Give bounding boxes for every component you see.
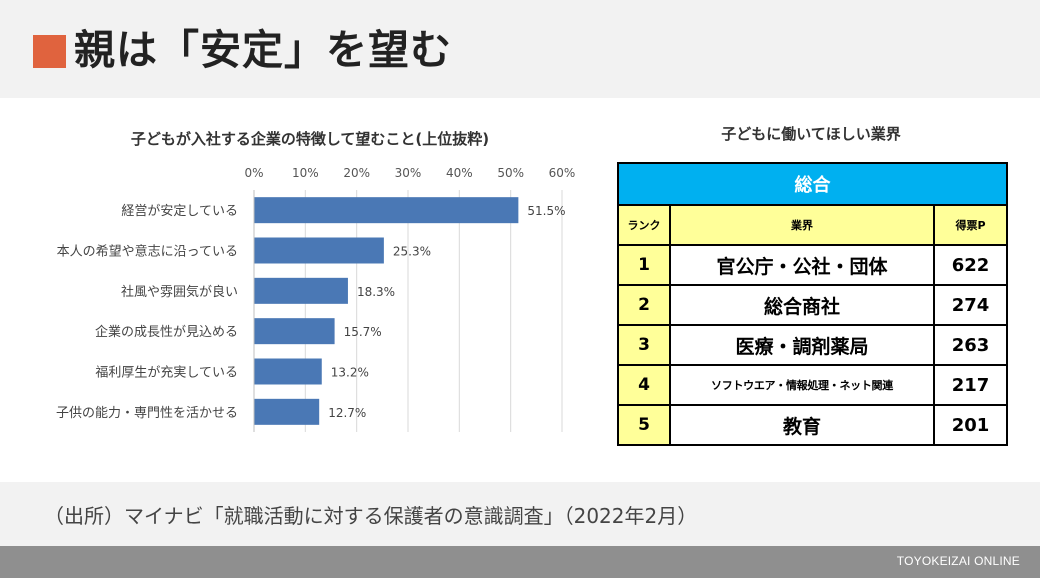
bar <box>254 277 348 304</box>
points-cell: 263 <box>932 324 1009 366</box>
ranking-table: 総合 ランク 業界 得票P 1 官公庁・公社・団体 622 2 総合商社 274… <box>616 162 1009 446</box>
industry-cell: 総合商社 <box>669 284 935 326</box>
category-label: 子供の能力・専門性を活かせる <box>56 406 238 421</box>
industry-cell: ソフトウエア・情報処理・ネット関連 <box>669 364 935 406</box>
bar <box>254 358 322 385</box>
table-row: 4 ソフトウエア・情報処理・ネット関連 217 <box>617 364 1009 406</box>
rank-cell: 4 <box>617 364 671 406</box>
title-accent-square <box>33 35 66 68</box>
points-cell: 217 <box>932 364 1009 406</box>
data-label: 51.5% <box>527 204 565 218</box>
rank-cell: 5 <box>617 404 671 446</box>
tick-label: 30% <box>395 166 422 180</box>
bar <box>254 197 519 224</box>
category-label: 福利厚生が充実している <box>95 365 238 381</box>
table-banner-row: 総合 <box>616 162 1009 206</box>
table-title: 子どもに働いてほしい業界 <box>721 125 901 143</box>
bar-chart: 0% 10% 20% 30% 40% 50% 60% 経営が安定している 51.5% 本人の希望や… <box>56 166 576 432</box>
source-note: （出所）マイナビ「就職活動に対する保護者の意識調査」（2022年2月） <box>44 504 698 528</box>
table-header-row: ランク 業界 得票P <box>617 204 1009 246</box>
header-industry: 業界 <box>669 204 935 246</box>
bar <box>254 398 320 425</box>
brand-label: TOYOKEIZAI ONLINE <box>896 554 1020 568</box>
bottom-bar: TOYOKEIZAI ONLINE <box>0 546 1040 578</box>
data-label: 13.2% <box>331 366 369 380</box>
header-rank: ランク <box>617 204 671 246</box>
category-label: 経営が安定している <box>121 204 238 219</box>
industry-cell: 教育 <box>669 404 935 446</box>
table-row: 2 総合商社 274 <box>617 284 1009 326</box>
chart-title: 子どもが入社する企業の特徴して望むこと(上位抜粋) <box>130 130 490 148</box>
table-banner: 総合 <box>616 162 1009 206</box>
rank-cell: 3 <box>617 324 671 366</box>
data-label: 12.7% <box>328 406 366 420</box>
points-cell: 274 <box>932 284 1009 326</box>
tick-label: 20% <box>343 166 370 180</box>
header-points: 得票P <box>932 204 1009 246</box>
bar <box>254 237 384 264</box>
table-row: 5 教育 201 <box>617 404 1009 446</box>
industry-cell: 官公庁・公社・団体 <box>669 244 935 286</box>
footer: （出所）マイナビ「就職活動に対する保護者の意識調査」（2022年2月） <box>0 482 1040 546</box>
tick-label: 50% <box>497 166 524 180</box>
table-row: 1 官公庁・公社・団体 622 <box>617 244 1009 286</box>
tick-label: 60% <box>549 166 576 180</box>
industry-cell: 医療・調剤薬局 <box>669 324 935 366</box>
category-label: 社風や雰囲気が良い <box>121 284 238 300</box>
table-row: 3 医療・調剤薬局 263 <box>617 324 1009 366</box>
tick-label: 40% <box>446 166 473 180</box>
category-label: 本人の希望や意志に沿っている <box>57 244 238 260</box>
data-label: 15.7% <box>344 325 382 339</box>
header: 親は「安定」を望む <box>0 0 1040 98</box>
tick-label: 0% <box>244 166 263 180</box>
rank-cell: 1 <box>617 244 671 286</box>
points-cell: 201 <box>932 404 1009 446</box>
tick-label: 10% <box>292 166 319 180</box>
points-cell: 622 <box>932 244 1009 286</box>
rank-cell: 2 <box>617 284 671 326</box>
data-label: 18.3% <box>357 285 395 299</box>
category-label: 企業の成長性が見込める <box>95 324 238 340</box>
page-title: 親は「安定」を望む <box>74 26 452 74</box>
bar <box>254 318 335 345</box>
data-label: 25.3% <box>393 245 431 259</box>
